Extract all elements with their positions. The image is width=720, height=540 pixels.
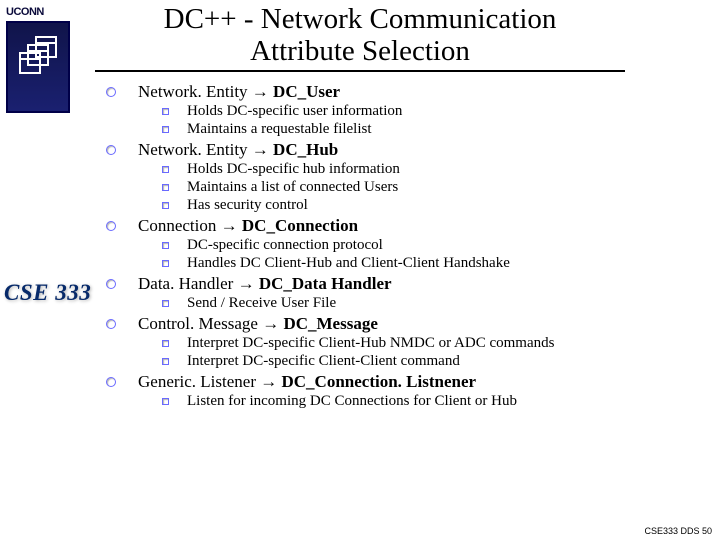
outline-item: Generic. Listener → DC_Connection. Listn… (106, 372, 696, 392)
outline-subtext: Listen for incoming DC Connections for C… (187, 393, 517, 410)
square-bullet-icon (162, 108, 169, 115)
outline-subtext: Send / Receive User File (187, 295, 336, 312)
dept-badge (6, 21, 70, 113)
heading-right: DC_Message (283, 314, 377, 333)
title-block: DC++ - Network Communication Attribute S… (0, 0, 720, 72)
heading-left: Control. Message (138, 314, 258, 333)
outline-subtext: Holds DC-specific hub information (187, 161, 400, 178)
outline-subitem: Has security control (162, 197, 696, 214)
arrow-icon: → (221, 216, 238, 235)
circle-bullet-icon (106, 377, 116, 387)
outline-subtext: Maintains a requestable filelist (187, 121, 372, 138)
title-line-2: Attribute Selection (0, 36, 720, 68)
outline-heading: Data. Handler → DC_Data Handler (138, 274, 392, 294)
square-bullet-icon (162, 398, 169, 405)
circle-bullet-icon (106, 87, 116, 97)
outline-heading: Generic. Listener → DC_Connection. Listn… (138, 372, 476, 392)
outline-subitem: Interpret DC-specific Client-Client comm… (162, 353, 696, 370)
content-outline: Network. Entity → DC_UserHolds DC-specif… (106, 80, 696, 410)
outline-item: Network. Entity → DC_Hub (106, 140, 696, 160)
square-bullet-icon (162, 242, 169, 249)
outline-subitem: Send / Receive User File (162, 295, 696, 312)
arrow-icon: → (260, 372, 277, 391)
square-bullet-icon (162, 340, 169, 347)
heading-left: Network. Entity (138, 140, 248, 159)
outline-heading: Connection → DC_Connection (138, 216, 358, 236)
outline-subitem: Interpret DC-specific Client-Hub NMDC or… (162, 335, 696, 352)
outline-subitem: Handles DC Client-Hub and Client-Client … (162, 255, 696, 272)
outline-subtext: DC-specific connection protocol (187, 237, 383, 254)
circle-bullet-icon (106, 145, 116, 155)
outline-subtext: Has security control (187, 197, 308, 214)
slide: UCONN CSE 333 DC++ - Network Communicati… (0, 0, 720, 540)
square-bullet-icon (162, 126, 169, 133)
title-underline (95, 70, 625, 72)
heading-right: DC_Connection (242, 216, 358, 235)
outline-subitem: Maintains a list of connected Users (162, 179, 696, 196)
heading-left: Network. Entity (138, 82, 248, 101)
arrow-icon: → (252, 140, 269, 159)
outline-item: Data. Handler → DC_Data Handler (106, 274, 696, 294)
heading-left: Generic. Listener (138, 372, 256, 391)
heading-right: DC_Data Handler (259, 274, 392, 293)
outline-subitem: Listen for incoming DC Connections for C… (162, 393, 696, 410)
outline-item: Control. Message → DC_Message (106, 314, 696, 334)
square-bullet-icon (162, 166, 169, 173)
circle-bullet-icon (106, 319, 116, 329)
heading-right: DC_Hub (273, 140, 338, 159)
outline-subtext: Interpret DC-specific Client-Client comm… (187, 353, 460, 370)
outline-item: Network. Entity → DC_User (106, 82, 696, 102)
heading-left: Connection (138, 216, 216, 235)
square-bullet-icon (162, 300, 169, 307)
outline-subtext: Maintains a list of connected Users (187, 179, 398, 196)
outline-subitem: Maintains a requestable filelist (162, 121, 696, 138)
course-label: CSE 333 (4, 280, 91, 306)
square-bullet-icon (162, 358, 169, 365)
square-bullet-icon (162, 184, 169, 191)
heading-right: DC_Connection. Listnener (282, 372, 477, 391)
outline-subitem: Holds DC-specific hub information (162, 161, 696, 178)
outline-heading: Network. Entity → DC_Hub (138, 140, 338, 160)
title-line-1: DC++ - Network Communication (0, 4, 720, 36)
outline-item: Connection → DC_Connection (106, 216, 696, 236)
square-bullet-icon (162, 202, 169, 209)
outline-subitem: Holds DC-specific user information (162, 103, 696, 120)
heading-left: Data. Handler (138, 274, 233, 293)
uconn-wordmark: UCONN (6, 6, 86, 18)
circle-bullet-icon (106, 221, 116, 231)
heading-right: DC_User (273, 82, 340, 101)
stacked-windows-icon (16, 31, 64, 79)
arrow-icon: → (262, 314, 279, 333)
logo-column: UCONN (6, 6, 86, 113)
arrow-icon: → (252, 82, 269, 101)
outline-subtext: Holds DC-specific user information (187, 103, 402, 120)
arrow-icon: → (238, 274, 255, 293)
outline-heading: Control. Message → DC_Message (138, 314, 378, 334)
square-bullet-icon (162, 260, 169, 267)
footer-label: CSE333 DDS 50 (644, 526, 712, 536)
outline-subtext: Handles DC Client-Hub and Client-Client … (187, 255, 510, 272)
outline-subtext: Interpret DC-specific Client-Hub NMDC or… (187, 335, 554, 352)
circle-bullet-icon (106, 279, 116, 289)
outline-heading: Network. Entity → DC_User (138, 82, 340, 102)
outline-subitem: DC-specific connection protocol (162, 237, 696, 254)
